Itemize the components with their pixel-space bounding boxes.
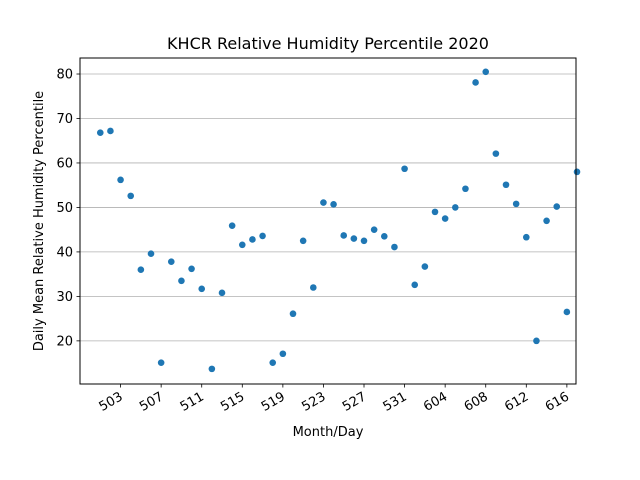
data-point xyxy=(411,281,419,289)
data-point xyxy=(228,222,236,229)
data-point xyxy=(391,243,398,251)
data-point xyxy=(299,237,307,245)
data-point xyxy=(543,217,550,225)
data-point xyxy=(309,284,317,291)
data-point xyxy=(360,237,368,245)
data-point xyxy=(147,250,155,257)
data-point xyxy=(502,181,510,189)
data-point xyxy=(522,233,530,241)
y-tick-label: 60 xyxy=(56,156,73,171)
data-point xyxy=(330,201,337,208)
data-points xyxy=(96,68,581,373)
data-point xyxy=(289,310,297,318)
y-tick-label: 40 xyxy=(56,245,73,260)
data-point xyxy=(259,232,266,240)
data-point xyxy=(198,285,206,293)
data-point xyxy=(370,226,378,233)
y-gridlines xyxy=(80,73,576,342)
y-tick-label: 20 xyxy=(56,334,73,349)
data-point xyxy=(340,232,348,239)
data-point xyxy=(401,165,408,173)
x-axis-label: Month/Day xyxy=(293,425,364,440)
data-point xyxy=(117,176,124,184)
data-point xyxy=(451,204,459,211)
data-point xyxy=(553,203,561,210)
data-point xyxy=(492,150,500,157)
data-point xyxy=(137,266,145,273)
y-tick-label: 70 xyxy=(56,112,73,127)
y-tick-label: 50 xyxy=(56,201,73,216)
data-point xyxy=(472,79,479,86)
data-point xyxy=(208,365,216,373)
data-point xyxy=(320,199,327,206)
y-tick-label: 30 xyxy=(56,290,73,305)
data-point xyxy=(482,68,490,76)
data-point xyxy=(431,208,439,216)
chart-title: KHCR Relative Humidity Percentile 2020 xyxy=(167,34,489,53)
data-point xyxy=(96,129,104,137)
data-point xyxy=(512,200,520,208)
data-point xyxy=(563,308,571,316)
data-point xyxy=(157,359,165,366)
data-point xyxy=(188,265,195,273)
plot-area xyxy=(80,58,576,384)
data-point xyxy=(380,233,388,240)
data-point xyxy=(279,350,287,358)
data-point xyxy=(269,359,277,366)
data-point xyxy=(350,235,358,242)
y-axis-label: Daily Mean Relative Humidity Percentile xyxy=(32,91,47,351)
data-point xyxy=(533,337,540,345)
y-axis: 20 30 40 50 60 70 80 xyxy=(56,68,80,349)
data-point xyxy=(127,192,135,200)
data-point xyxy=(238,241,246,249)
data-point xyxy=(421,263,429,270)
data-point xyxy=(249,236,256,243)
data-point xyxy=(178,277,185,285)
data-point xyxy=(107,127,114,135)
data-point xyxy=(462,185,469,193)
y-tick-label: 80 xyxy=(56,68,73,83)
data-point xyxy=(218,289,226,297)
data-point xyxy=(573,168,581,176)
data-point xyxy=(441,215,449,222)
data-point xyxy=(167,258,175,265)
plot-frame xyxy=(79,57,577,385)
